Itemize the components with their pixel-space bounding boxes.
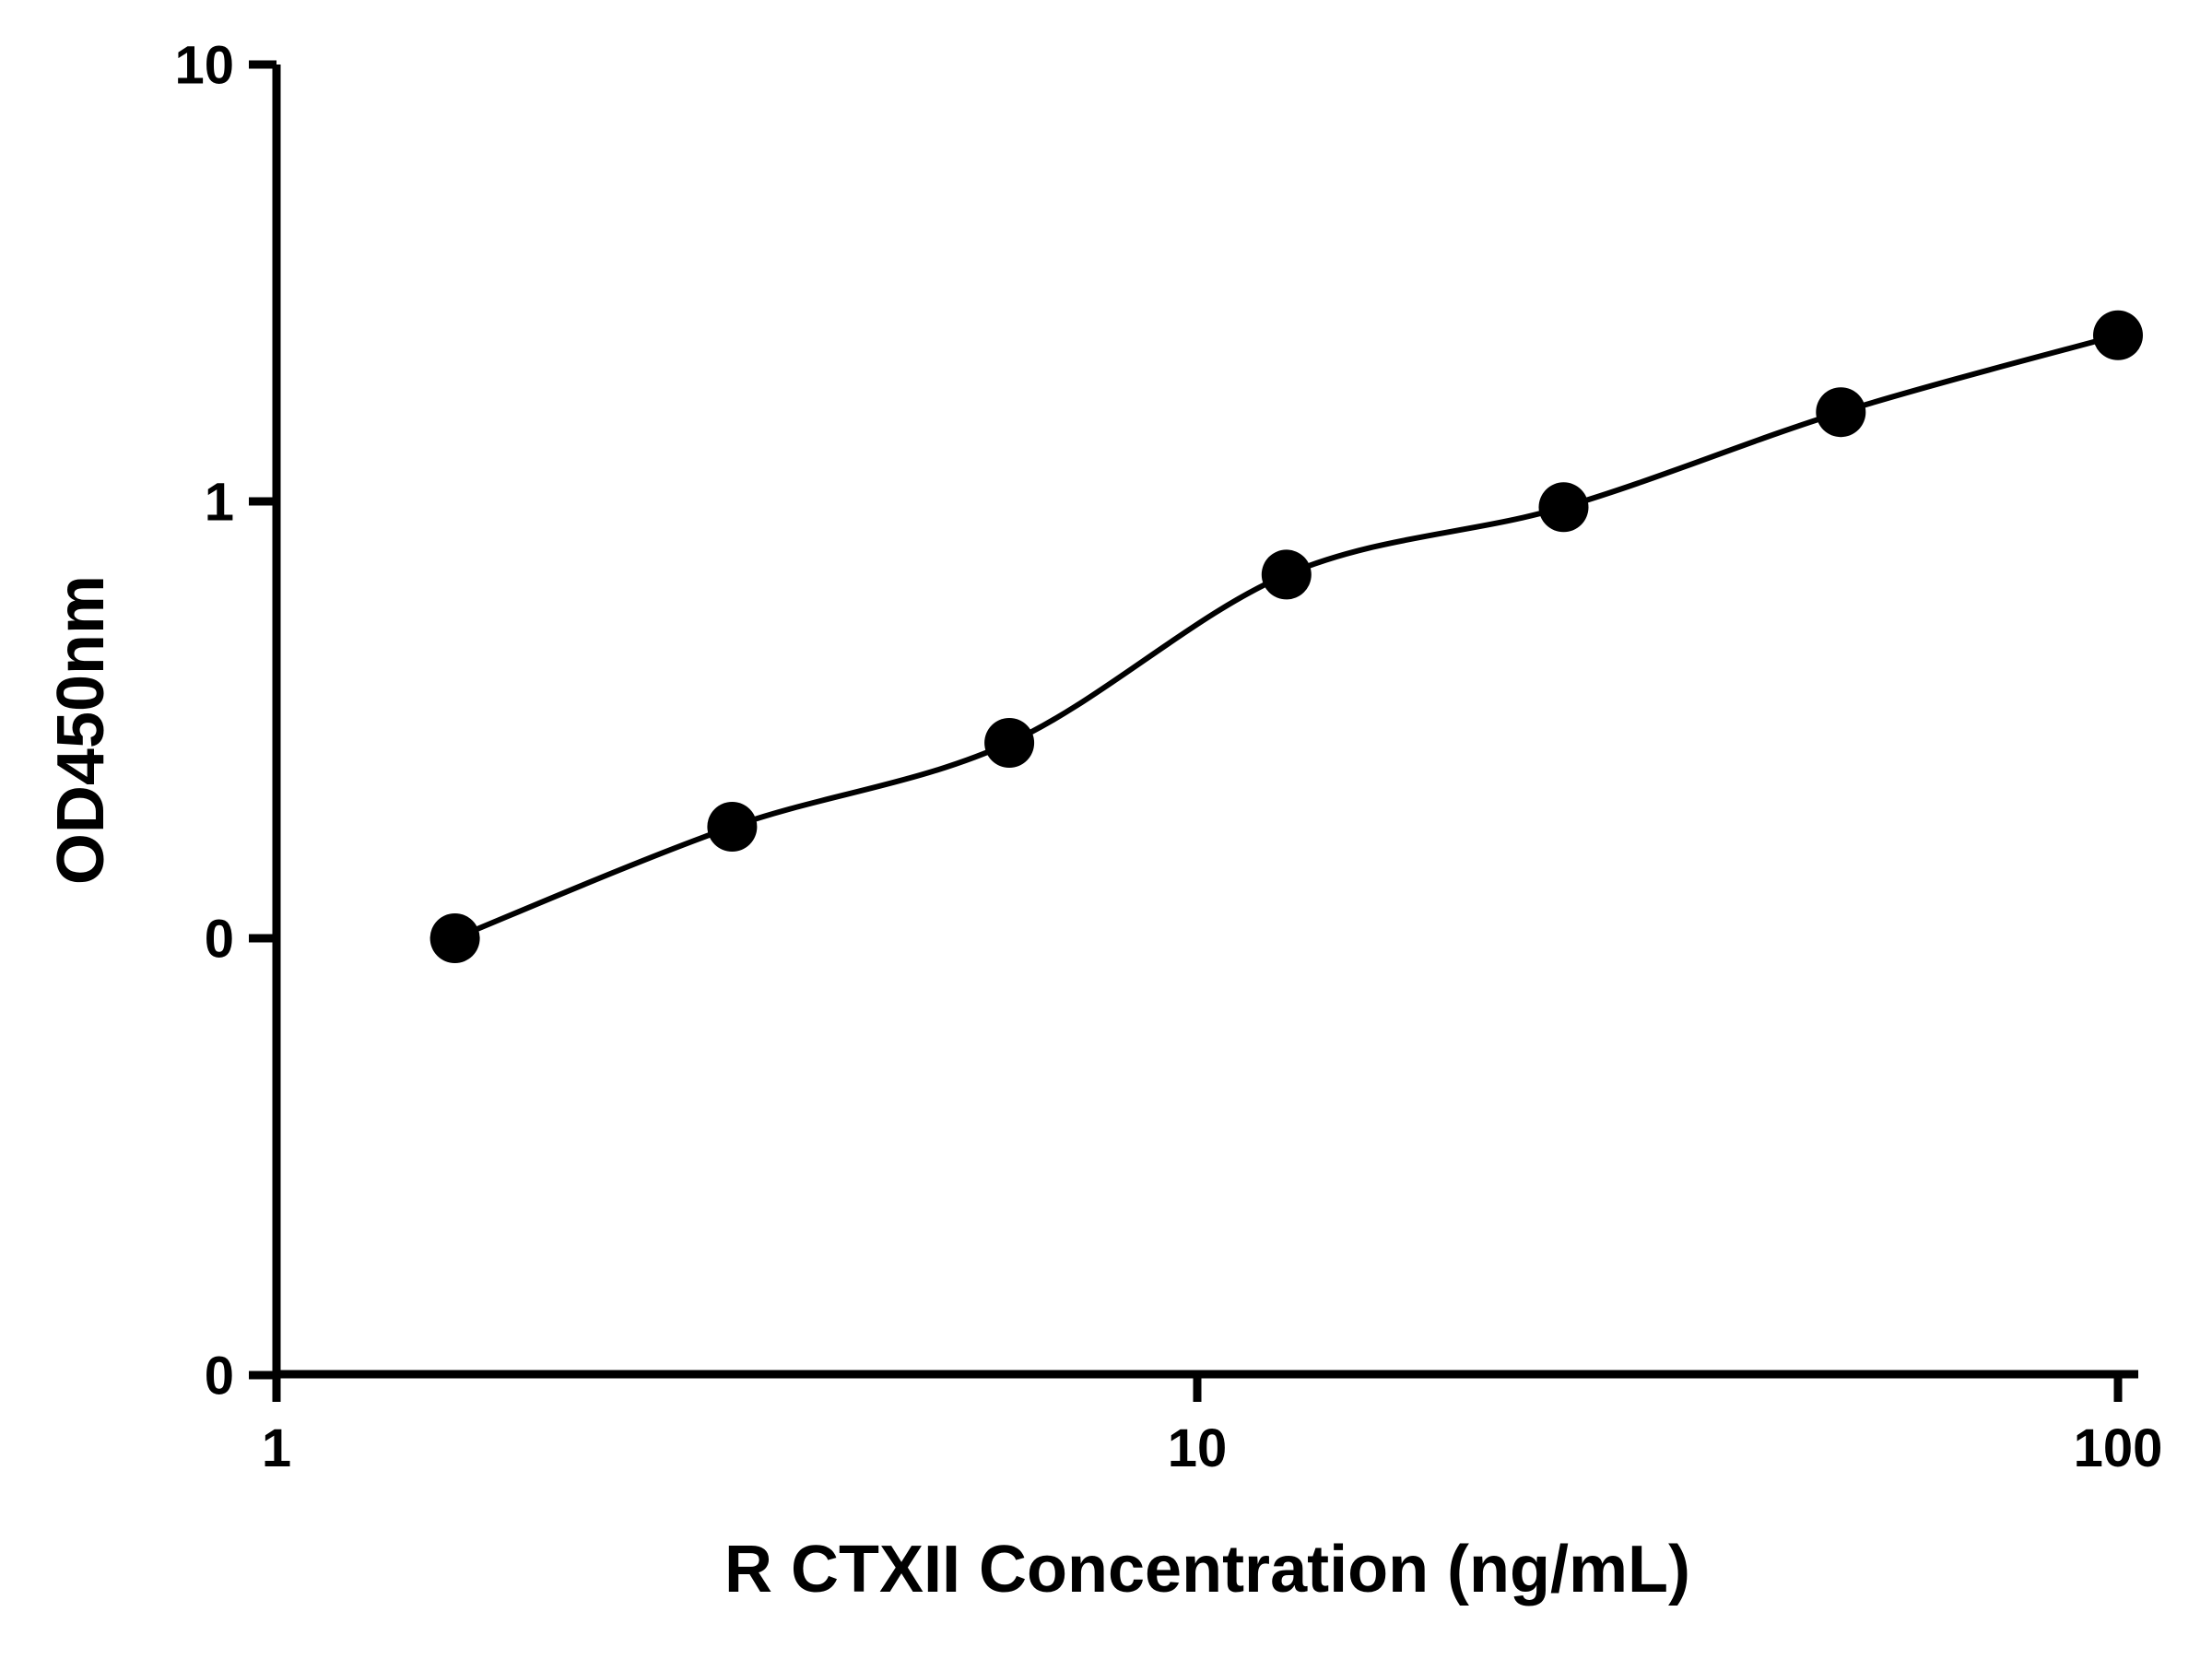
x-axis-title: R CTXII Concentration (ng/mL) xyxy=(724,1533,1690,1606)
x-tick-label: 100 xyxy=(2074,1418,2163,1478)
data-point xyxy=(707,802,758,852)
data-point xyxy=(984,718,1035,768)
data-point xyxy=(1261,549,1312,600)
data-point xyxy=(2093,310,2143,360)
fit-curve xyxy=(453,332,2119,941)
y-tick-label: 0 xyxy=(205,909,234,969)
x-tick-label: 10 xyxy=(1168,1418,1228,1478)
axes-spine xyxy=(272,65,2138,1379)
data-point xyxy=(1816,387,1866,438)
y-tick-label: 10 xyxy=(174,35,234,95)
x-tick-label: 1 xyxy=(262,1418,291,1478)
data-point xyxy=(1538,482,1589,533)
y-tick-label: 1 xyxy=(205,472,234,532)
y-tick-label: 0 xyxy=(205,1346,234,1406)
data-point xyxy=(429,913,480,963)
y-axis-title: OD450nm xyxy=(44,574,118,886)
